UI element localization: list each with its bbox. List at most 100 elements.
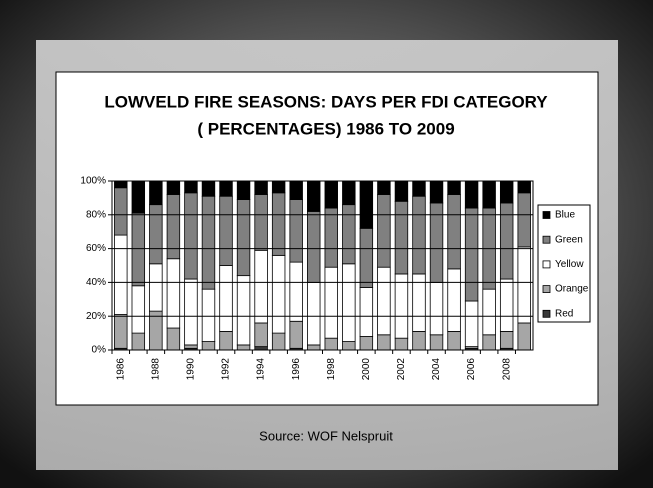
bar-segment: [324, 207, 338, 268]
bar-segment: [184, 180, 198, 194]
bar-segment: [149, 310, 163, 351]
bar-segment: [377, 334, 391, 351]
x-tick-label: 1988: [150, 358, 161, 381]
y-tick-label: 80%: [86, 209, 106, 220]
bar-segment: [359, 180, 374, 229]
bar-segment: [342, 180, 356, 206]
bar-segment: [499, 180, 514, 204]
bar-segment: [289, 199, 303, 263]
bar-segment: [184, 278, 198, 346]
x-tick-label: 1998: [326, 358, 337, 381]
bar-segment: [394, 273, 409, 339]
y-tick-label: 20%: [86, 311, 106, 322]
bar-segment: [254, 322, 268, 348]
bar-segment: [289, 320, 303, 349]
bar-segment: [236, 180, 251, 200]
bar-segment: [342, 263, 356, 342]
bar-segment: [219, 265, 233, 332]
y-tick-label: 60%: [86, 243, 106, 254]
bar-segment: [377, 180, 391, 195]
bar-segment: [324, 266, 338, 339]
bar-segment: [429, 281, 444, 336]
legend-label: Green: [555, 234, 583, 245]
bar-segment: [342, 204, 356, 265]
bar-segment: [271, 192, 286, 256]
legend-swatch: [542, 260, 551, 269]
bar-segment: [289, 261, 303, 322]
bar-segment: [201, 180, 216, 197]
legend-label: Blue: [555, 210, 575, 221]
legend-swatch: [542, 285, 551, 294]
bar-segment: [131, 332, 146, 351]
bar-segment: [359, 227, 374, 288]
bar-segment: [412, 331, 426, 351]
bar-segment: [166, 194, 181, 260]
bar-segment: [271, 332, 286, 351]
bar-segment: [482, 334, 496, 351]
bar-segment: [149, 180, 163, 206]
bar-segment: [149, 263, 163, 312]
bar-segment: [482, 180, 496, 209]
bar-segment: [166, 258, 181, 329]
bar-segment: [254, 249, 268, 324]
bar-segment: [254, 180, 268, 195]
bar-segment: [254, 346, 268, 351]
legend-swatch: [542, 309, 551, 318]
bar-segment: [131, 285, 146, 334]
y-tick-label: 40%: [86, 277, 106, 288]
bar-segment: [114, 234, 128, 315]
bar-segment: [412, 180, 426, 197]
bar-segment: [482, 288, 496, 336]
x-tick-label: 2002: [396, 358, 407, 381]
bar-segment: [447, 331, 461, 351]
bar-segment: [114, 314, 128, 349]
x-tick-label: 1990: [186, 358, 197, 381]
bar-segment: [517, 322, 531, 351]
x-tick-label: 2000: [361, 358, 372, 381]
bar-segment: [517, 246, 531, 324]
bar-segment: [254, 194, 268, 251]
bar-segment: [447, 268, 461, 332]
bar-segment: [184, 192, 198, 280]
bar-segment: [517, 192, 531, 248]
bar-segment: [184, 344, 198, 349]
bar-segment: [131, 180, 146, 214]
bar-segment: [114, 187, 128, 236]
x-tick-label: 1994: [256, 358, 267, 381]
bar-segment: [412, 195, 426, 275]
y-tick-label: 100%: [80, 176, 106, 187]
bar-segment: [236, 344, 251, 351]
bar-segment: [307, 211, 321, 283]
bar-segment: [429, 180, 444, 204]
bar-segment: [447, 194, 461, 270]
bar-segment: [324, 180, 338, 209]
bar-segment: [307, 281, 321, 346]
y-tick-label: 0%: [92, 345, 107, 356]
bar-segment: [201, 341, 216, 351]
chart-title: ( PERCENTAGES) 1986 TO 2009: [197, 119, 454, 138]
bar-segment: [447, 180, 461, 195]
bar-segment: [394, 180, 409, 202]
bar-segment: [464, 180, 479, 209]
bar-segment: [201, 288, 216, 342]
source: Source: WOF Nelspruit: [259, 428, 393, 443]
bar-segment: [394, 200, 409, 275]
bar-segment: [377, 194, 391, 268]
bar-segment: [377, 266, 391, 336]
bar-segment: [429, 334, 444, 351]
x-tick-label: 2006: [466, 358, 477, 381]
bar-segment: [271, 180, 286, 194]
bar-segment: [236, 199, 251, 277]
legend-label: Yellow: [555, 259, 584, 270]
plot-area: [111, 180, 534, 351]
x-tick-label: 1996: [291, 358, 302, 381]
bar-segment: [166, 180, 181, 195]
bar-segment: [307, 344, 321, 351]
bar-segment: [517, 180, 531, 194]
bar-segment: [499, 278, 514, 332]
bar-segment: [201, 195, 216, 290]
bar-segment: [219, 195, 233, 266]
legend-swatch: [542, 211, 551, 219]
